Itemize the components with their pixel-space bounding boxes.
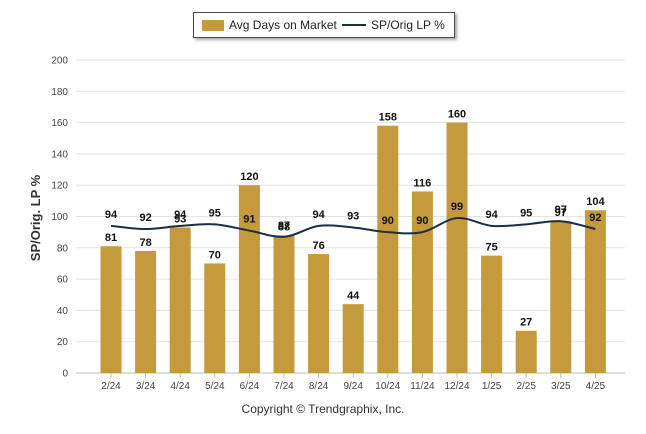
line-value-label: 92 [139,212,151,224]
line-value-label: 99 [451,201,463,213]
line-value-label: 90 [382,215,394,227]
bar [446,122,468,373]
bar [411,191,433,373]
y-axis-title: SP/Orig. LP % [28,174,43,261]
x-tick-label: 10/24 [375,381,400,392]
line-value-label: 92 [589,212,601,224]
legend-item-bar: Avg Days on Market [202,13,337,37]
bar-value-label: 116 [414,177,432,189]
bar-value-label: 81 [105,232,117,244]
bar-value-label: 76 [312,240,324,252]
legend-item-line: SP/Orig LP % [342,13,445,37]
line-value-label: 91 [243,214,255,226]
bar-value-label: 104 [586,196,605,208]
bar-value-label: 27 [520,317,532,329]
line-value-label: 87 [278,220,290,232]
legend-line-label: SP/Orig LP % [371,18,445,32]
y-tick-label: 160 [51,118,68,129]
x-tick-label: 4/24 [170,381,190,392]
bar [515,330,537,373]
line-value-label: 97 [555,204,567,216]
x-tick-label: 9/24 [343,381,363,392]
bar [550,221,572,373]
x-tick-label: 11/24 [410,381,435,392]
y-tick-label: 140 [51,149,68,160]
bar-value-label: 78 [139,237,151,249]
line-value-label: 94 [312,209,325,221]
y-tick-label: 100 [51,212,68,223]
bar [100,246,122,373]
x-tick-label: 3/24 [136,381,156,392]
bar-value-label: 88 [278,221,290,233]
copyright-text: Copyright © Trendgraphix, Inc. [241,402,405,416]
line-value-label: 94 [174,209,187,221]
bar [377,125,399,373]
x-tick-label: 7/24 [274,381,294,392]
bar [169,227,191,373]
bar-value-label: 75 [485,242,497,254]
bar-value-label: 120 [240,171,258,183]
y-tick-label: 0 [62,369,68,380]
series-line [110,217,596,238]
x-tick-label: 2/24 [101,381,121,392]
line-value-label: 93 [347,210,359,222]
x-tick-label: 12/24 [444,381,469,392]
y-tick-label: 40 [57,306,69,317]
legend-bar-swatch [202,19,224,31]
line-value-label: 94 [105,209,118,221]
x-tick-label: 1/25 [482,381,502,392]
x-tick-label: 4/25 [586,381,606,392]
legend-bar-label: Avg Days on Market [229,18,337,32]
bar [481,255,503,373]
y-tick-label: 180 [51,87,68,98]
y-tick-label: 120 [51,181,68,192]
x-tick-label: 2/25 [516,381,536,392]
x-tick-label: 8/24 [309,381,329,392]
bar [204,263,226,373]
y-tick-label: 80 [57,243,69,254]
y-tick-label: 20 [57,337,69,348]
bar-value-label: 93 [174,213,186,225]
bar-value-label: 70 [209,249,221,261]
bar-value-label: 158 [379,112,397,124]
bar-value-label: 160 [448,109,466,121]
bar [342,304,364,373]
line-value-label: 90 [416,215,428,227]
label-layer: 81 78 93 70 120 88 76 44 158 116 160 75 27 97 104 94 92 9… [105,109,606,329]
line-value-label: 95 [520,207,532,219]
bar [273,235,295,373]
line-layer [110,217,596,238]
bar-value-label: 97 [555,207,567,219]
line-value-label: 94 [485,209,498,221]
bar [135,250,157,373]
bar-value-label: 44 [347,290,360,302]
y-tick-label: 60 [57,275,69,286]
y-tick-label: 200 [51,56,68,67]
bar [584,210,606,373]
bar [308,254,330,373]
chart-legend: Avg Days on Market SP/Orig LP % [193,12,455,38]
x-tick-label: 3/25 [551,381,571,392]
legend-line-swatch [342,24,366,26]
x-tick-label: 6/24 [240,381,260,392]
x-tick-label: 5/24 [205,381,225,392]
line-value-label: 95 [209,207,221,219]
